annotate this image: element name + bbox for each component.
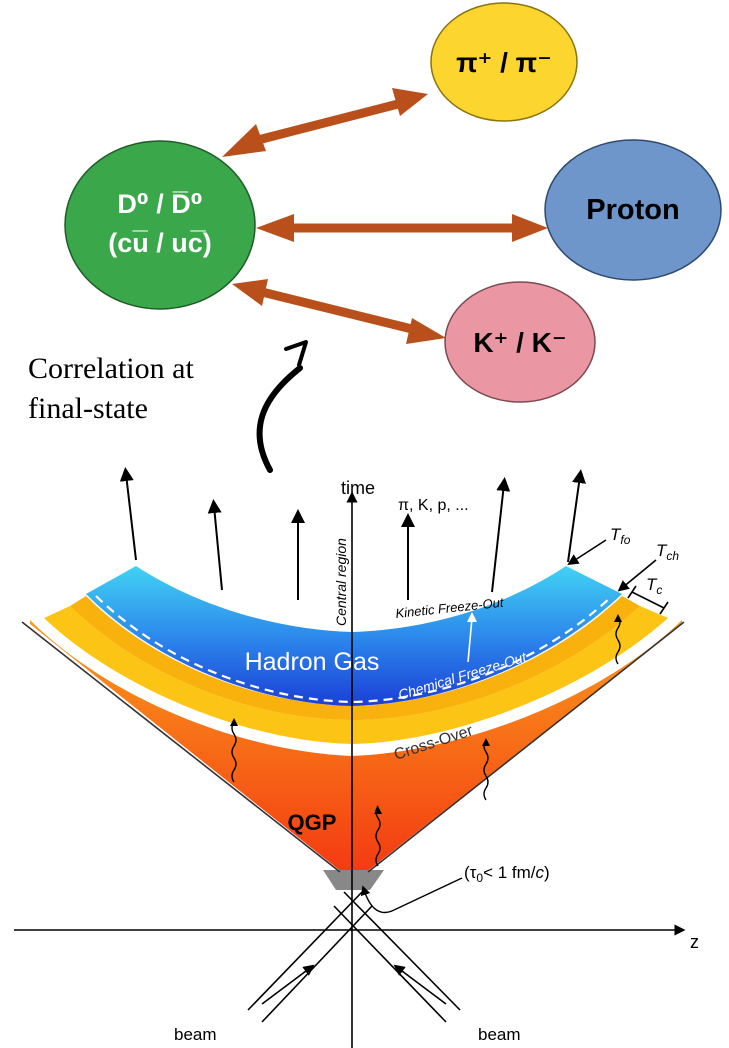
proton-node: Proton <box>544 139 722 281</box>
t-ch-label: Tch <box>656 541 679 563</box>
hadron-gas-label: Hadron Gas <box>245 648 380 676</box>
svg-text:(τ0< 1 fm/c): (τ0< 1 fm/c) <box>464 863 550 885</box>
d-meson-label-line2: (cu̅ / uc̅) <box>108 228 212 258</box>
correlation-label: Correlation at final-state <box>28 352 194 425</box>
beam-lines <box>247 891 461 1023</box>
z-axis-label: z <box>690 932 699 952</box>
pion-node: π⁺ / π⁻ <box>430 2 578 122</box>
kaon-label: K⁺ / K⁻ <box>473 327 566 358</box>
qgp-label: QGP <box>288 810 337 835</box>
pion-label: π⁺ / π⁻ <box>456 47 552 78</box>
outgoing-particle-arrows <box>119 467 586 600</box>
correlation-label-line2: final-state <box>28 392 148 425</box>
arrow-d-to-kaon <box>232 279 446 344</box>
time-axis-label: time <box>341 478 375 498</box>
d-meson-label-line1: D⁰ / D̅⁰ <box>117 189 202 219</box>
t-c-label: Tc <box>646 575 662 597</box>
vertex-region <box>323 870 384 890</box>
photon-arrows <box>230 614 622 867</box>
spacetime-diagram: time z Central region π, K, p, ... Tfo T… <box>14 467 699 1048</box>
correlation-arrows <box>222 88 548 344</box>
temperature-pointers <box>567 539 669 615</box>
curved-arrow-icon <box>256 340 308 473</box>
hadron-species-label: π, K, p, ... <box>398 497 469 514</box>
beam-left-label: beam <box>174 1025 217 1044</box>
arrow-d-to-proton <box>256 214 548 242</box>
beam-right-label: beam <box>478 1025 521 1044</box>
correlation-label-line1: Correlation at <box>28 352 194 385</box>
arrow-d-to-pion <box>222 88 428 157</box>
proton-label: Proton <box>586 194 679 226</box>
kaon-node: K⁺ / K⁻ <box>444 281 596 403</box>
central-region-label: Central region <box>333 538 349 626</box>
tau0-label: (τ0< 1 fm/c) <box>360 863 550 914</box>
d-meson-node: D⁰ / D̅⁰ (cu̅ / uc̅) <box>64 140 256 310</box>
t-fo-label: Tfo <box>610 525 631 547</box>
hadron-gas-band <box>86 566 622 706</box>
